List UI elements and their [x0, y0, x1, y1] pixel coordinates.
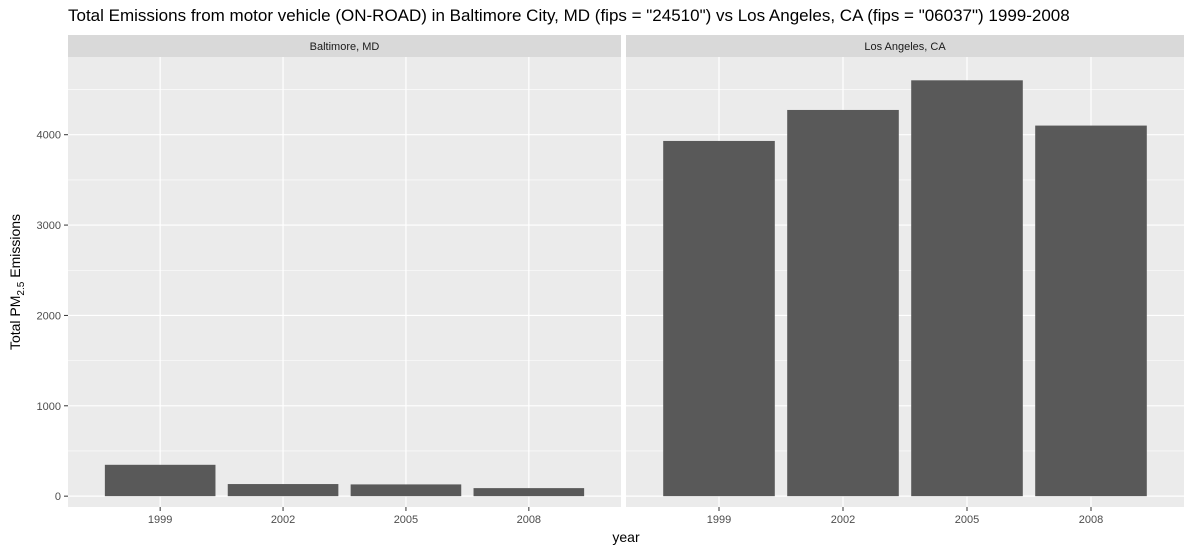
y-tick-label: 0: [55, 491, 61, 503]
bar: [104, 464, 216, 497]
facet-strip-label: Los Angeles, CA: [864, 41, 946, 53]
x-tick-label: 1999: [148, 514, 172, 526]
bar: [350, 484, 462, 497]
x-tick-label: 2002: [271, 514, 295, 526]
x-tick-label: 2008: [1079, 514, 1103, 526]
chart-title: Total Emissions from motor vehicle (ON-R…: [68, 6, 1070, 25]
bar: [1035, 125, 1147, 497]
bar: [663, 140, 775, 497]
bar: [911, 80, 1023, 497]
y-axis-title-prefix: Total PM: [7, 296, 23, 350]
y-tick-label: 2000: [37, 310, 61, 322]
y-axis-title-subscript: 2.5: [16, 281, 27, 295]
bar: [227, 484, 339, 497]
facet-panel: Baltimore, MD 1999 2002 2005 2008: [68, 35, 621, 526]
y-axis: 0 1000 2000 3000 4000: [37, 130, 68, 503]
facet-panel: Los Angeles, CA 1999 2002 2005 2008: [626, 35, 1184, 526]
x-tick-label: 1999: [707, 514, 731, 526]
facet-strip-label: Baltimore, MD: [310, 41, 380, 53]
y-tick-label: 4000: [37, 130, 61, 142]
x-tick-label: 2008: [517, 514, 541, 526]
bar: [473, 488, 585, 497]
facet-strip: [68, 35, 621, 57]
panel-background: [68, 57, 621, 507]
x-tick-label: 2005: [394, 514, 418, 526]
facet-strip: [626, 35, 1184, 57]
y-tick-label: 1000: [37, 401, 61, 413]
x-tick-label: 2005: [955, 514, 979, 526]
y-axis-title-suffix: Emissions: [7, 214, 23, 282]
x-axis-title: year: [612, 529, 640, 545]
x-tick-label: 2002: [831, 514, 855, 526]
y-axis-title: Total PM2.5 Emissions: [7, 214, 27, 350]
y-tick-label: 3000: [37, 220, 61, 232]
bar: [787, 109, 899, 497]
